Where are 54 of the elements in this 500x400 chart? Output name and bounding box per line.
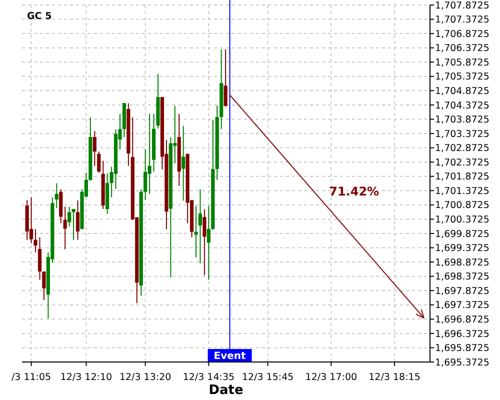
x-tick-label: 12/3 13:20 (119, 372, 172, 383)
y-tick-label: 1,700.3725 (435, 214, 490, 226)
candlestick (92, 130, 96, 166)
candlestick (148, 113, 152, 194)
x-tick-label: 12/3 15:45 (242, 372, 294, 383)
x-tick-label: 12/3 12:10 (60, 372, 112, 383)
y-tick-label: 1,696.8725 (435, 314, 490, 326)
y-tick-label: 1,697.3725 (435, 300, 490, 312)
candlestick (224, 48, 228, 108)
y-tick-label: 1,706.3725 (435, 43, 490, 54)
candlestick (68, 206, 72, 228)
y-tick-label: 1,699.3725 (435, 243, 490, 254)
candlestick (42, 271, 46, 301)
y-tick-label: 1,704.3725 (435, 100, 490, 112)
candlestick (38, 236, 42, 280)
x-tick-label: /3 11:05 (11, 372, 52, 383)
x-tick-label: 12/3 18:15 (368, 372, 420, 383)
y-tick-label: 1,696.3725 (435, 328, 490, 340)
y-tick-label: 1,698.8725 (435, 257, 490, 268)
y-tick-label: 1,707.8725 (435, 0, 490, 12)
y-tick-label: 1,705.8725 (435, 57, 490, 68)
text: GC 5 (27, 11, 52, 22)
y-tick-label: 1,704.8725 (435, 86, 490, 98)
ref-line-label: Event (214, 351, 246, 362)
y-tick-label: 1,701.8725 (435, 172, 490, 183)
x-tick-label: 12/3 17:00 (305, 372, 358, 383)
candlestick (198, 188, 202, 264)
candlestick (182, 125, 186, 202)
candlestick (63, 206, 67, 250)
y-tick-label: 1,706.8725 (435, 28, 490, 40)
candlestick (29, 196, 34, 244)
y-tick-label: 1,700.8725 (435, 200, 490, 212)
candlestick (144, 148, 148, 201)
y-tick-label: 1,703.3725 (435, 128, 490, 140)
y-tick-label: 1,695.8725 (435, 343, 490, 354)
y-tick-label: 1,701.3725 (435, 186, 490, 197)
candlestick (202, 208, 206, 276)
y-tick-label: 1,707.3725 (435, 14, 490, 26)
y-tick-label: 1,703.8725 (435, 114, 490, 126)
annotation: 71.42% (329, 184, 380, 198)
y-tick-label: 1,698.3725 (435, 272, 490, 283)
candlestick (54, 182, 58, 209)
y-tick-label: 1,695.3725 (435, 357, 490, 368)
y-tick-label: 1,699.8725 (435, 228, 490, 240)
x-axis-title: Date (208, 383, 244, 398)
y-tick-label: 1,697.8725 (435, 286, 490, 297)
y-tick-label: 1,702.8725 (435, 143, 490, 154)
y-tick-label: 1,705.3725 (435, 72, 490, 83)
y-tick-label: 1,702.3725 (435, 157, 490, 168)
x-tick-label: 12/3 14:35 (182, 372, 235, 383)
candlestick (72, 208, 76, 240)
candlestick (97, 151, 101, 174)
candlestick (206, 205, 210, 280)
candlestick (76, 200, 80, 240)
